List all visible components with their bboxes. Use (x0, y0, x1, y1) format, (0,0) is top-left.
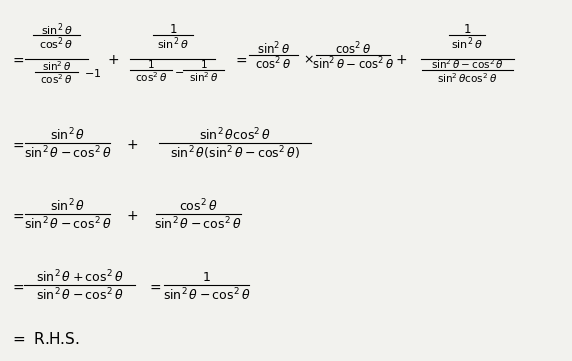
Text: $1$: $1$ (200, 58, 208, 70)
Text: $\sin^2\theta$: $\sin^2\theta$ (50, 127, 86, 143)
Text: $+$: $+$ (126, 209, 138, 223)
Text: $=$: $=$ (10, 138, 25, 152)
Text: $+$: $+$ (395, 53, 407, 67)
Text: $\cos^2\theta$: $\cos^2\theta$ (135, 70, 168, 84)
Text: $-$: $-$ (174, 66, 184, 76)
Text: $1$: $1$ (169, 23, 177, 36)
Text: $+$: $+$ (126, 138, 138, 152)
Text: $\sin^2\theta+\cos^2\theta$: $\sin^2\theta+\cos^2\theta$ (35, 269, 123, 286)
Text: $\sin^2\theta-\cos^2\theta$: $\sin^2\theta-\cos^2\theta$ (312, 56, 394, 72)
Text: $\sin^2\theta$: $\sin^2\theta$ (451, 35, 483, 52)
Text: $\sin^2\theta$: $\sin^2\theta$ (157, 35, 189, 52)
Text: $+$: $+$ (107, 53, 120, 67)
Text: $=$: $=$ (10, 209, 25, 223)
Text: $\sin^2\theta$: $\sin^2\theta$ (189, 70, 219, 84)
Text: $\cos^2\theta$: $\cos^2\theta$ (335, 41, 371, 57)
Text: $\sin^2\theta$: $\sin^2\theta$ (50, 198, 86, 214)
Text: $\times$: $\times$ (303, 53, 314, 66)
Text: $\sin^2\theta-\cos^2\theta$: $\sin^2\theta-\cos^2\theta$ (163, 287, 251, 303)
Text: $\sin^2\theta$: $\sin^2\theta$ (41, 21, 73, 38)
Text: $=$: $=$ (10, 53, 25, 67)
Text: $\sin^2\theta(\sin^2\theta-\cos^2\theta)$: $\sin^2\theta(\sin^2\theta-\cos^2\theta)… (170, 144, 300, 162)
Text: $\cos^2\theta$: $\cos^2\theta$ (39, 35, 74, 52)
Text: $\sin^2\theta\cos^2\theta$: $\sin^2\theta\cos^2\theta$ (199, 127, 271, 143)
Text: $-1$: $-1$ (84, 67, 101, 79)
Text: $1$: $1$ (463, 23, 471, 36)
Text: $\sin^2\theta$: $\sin^2\theta$ (42, 59, 72, 73)
Text: $=$ R.H.S.: $=$ R.H.S. (10, 331, 80, 347)
Text: $\sin^2\theta-\cos^2\theta$: $\sin^2\theta-\cos^2\theta$ (35, 287, 123, 303)
Text: $\sin^2\theta-\cos^2\theta$: $\sin^2\theta-\cos^2\theta$ (431, 57, 504, 71)
Text: $\sin^2\theta-\cos^2\theta$: $\sin^2\theta-\cos^2\theta$ (24, 144, 112, 161)
Text: $=$: $=$ (147, 280, 162, 294)
Text: $1$: $1$ (148, 58, 155, 70)
Text: $\sin^2\theta$: $\sin^2\theta$ (257, 41, 290, 57)
Text: $=$: $=$ (10, 280, 25, 294)
Text: $\sin^2\theta-\cos^2\theta$: $\sin^2\theta-\cos^2\theta$ (24, 216, 112, 232)
Text: $\cos^2\theta$: $\cos^2\theta$ (41, 72, 73, 86)
Text: $1$: $1$ (202, 271, 211, 284)
Text: $=$: $=$ (233, 53, 248, 67)
Text: $\sin^2\theta-\cos^2\theta$: $\sin^2\theta-\cos^2\theta$ (154, 216, 242, 232)
Text: $\sin^2\theta\cos^2\theta$: $\sin^2\theta\cos^2\theta$ (437, 71, 498, 86)
Text: $\cos^2\theta$: $\cos^2\theta$ (179, 198, 217, 214)
Text: $\cos^2\theta$: $\cos^2\theta$ (255, 56, 292, 72)
